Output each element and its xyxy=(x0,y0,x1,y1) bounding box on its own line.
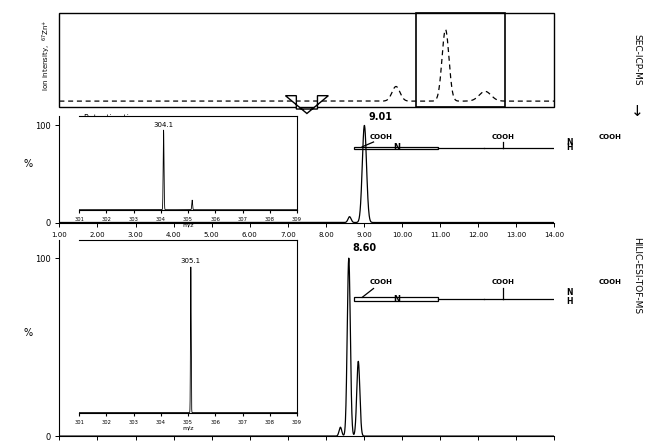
Polygon shape xyxy=(285,96,329,113)
Text: 9.01: 9.01 xyxy=(368,113,392,122)
Text: N: N xyxy=(566,138,572,147)
Text: H: H xyxy=(566,297,572,306)
Text: Ion intensity,  $^{67}$Zn$^{+}$: Ion intensity, $^{67}$Zn$^{+}$ xyxy=(41,20,53,91)
Text: SEC-ICP-MS: SEC-ICP-MS xyxy=(632,34,642,86)
Text: N: N xyxy=(566,288,572,297)
Text: Retention time: Retention time xyxy=(84,114,141,123)
Text: 8.60: 8.60 xyxy=(352,243,377,253)
Text: COOH: COOH xyxy=(370,279,393,285)
Text: COOH: COOH xyxy=(492,279,514,285)
Text: HILIC-ESI-TOF-MS: HILIC-ESI-TOF-MS xyxy=(632,237,642,315)
Text: COOH: COOH xyxy=(598,134,621,140)
Text: ↓: ↓ xyxy=(630,104,644,119)
Text: H: H xyxy=(566,143,572,152)
Text: COOH: COOH xyxy=(370,134,393,140)
Text: N: N xyxy=(393,295,400,303)
Text: COOH: COOH xyxy=(492,134,514,140)
Y-axis label: %: % xyxy=(23,159,32,169)
Text: COOH: COOH xyxy=(598,279,621,285)
Text: N: N xyxy=(393,143,400,152)
Y-axis label: %: % xyxy=(23,328,32,338)
